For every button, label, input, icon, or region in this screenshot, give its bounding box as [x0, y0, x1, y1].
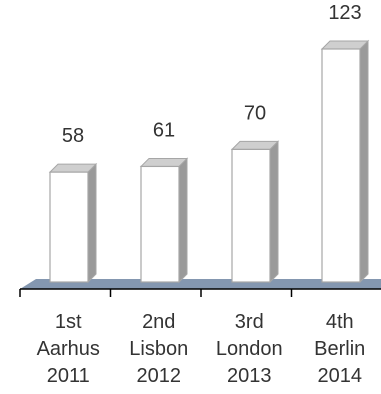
- bar-top: [230, 140, 280, 150]
- category-label: 1st Aarhus 2011: [37, 311, 100, 387]
- category-label-line: 2012: [137, 365, 182, 387]
- bar-front: [321, 48, 361, 283]
- bar: [48, 162, 98, 284]
- bar-front: [49, 171, 89, 283]
- bar-top: [320, 40, 370, 50]
- bar-side: [359, 39, 369, 284]
- category-label-line: 2014: [318, 365, 363, 387]
- category-label-line: London: [216, 338, 283, 360]
- category-label-line: Lisbon: [129, 338, 188, 360]
- bar-front: [231, 148, 271, 283]
- category-label: 2nd Lisbon 2012: [129, 311, 188, 387]
- data-labels: 58 61 70 123: [62, 2, 362, 147]
- data-label: 61: [153, 119, 175, 141]
- category-label-line: Aarhus: [37, 338, 100, 360]
- data-label: 58: [62, 125, 84, 147]
- bar-side: [178, 157, 188, 284]
- data-label: 123: [328, 2, 361, 24]
- floor-plane: [20, 279, 381, 289]
- bar-top: [139, 157, 189, 167]
- bar-top: [48, 163, 98, 173]
- x-axis: [19, 288, 381, 297]
- category-label-line: 3rd: [235, 311, 264, 333]
- bar: [320, 39, 370, 284]
- category-label-line: 4th: [326, 311, 354, 333]
- category-label-line: 2nd: [142, 311, 175, 333]
- bar-side: [269, 140, 279, 284]
- category-label-line: 2011: [47, 365, 90, 387]
- bar-side: [87, 162, 97, 284]
- bars: [48, 39, 370, 284]
- bar: [230, 140, 280, 284]
- category-label-line: Berlin: [314, 338, 365, 360]
- bar: [139, 157, 189, 284]
- bar-front: [140, 165, 180, 283]
- category-label: 4th Berlin 2014: [314, 311, 365, 387]
- category-labels: 1st Aarhus 2011 2nd Lisbon 2012 3rd London 2013 4…: [37, 311, 366, 387]
- chart-floor: [20, 279, 381, 289]
- category-label-line: 1st: [55, 311, 82, 333]
- category-label: 3rd London 2013: [216, 311, 283, 387]
- category-label-line: 2013: [227, 365, 272, 387]
- data-label: 70: [244, 102, 266, 124]
